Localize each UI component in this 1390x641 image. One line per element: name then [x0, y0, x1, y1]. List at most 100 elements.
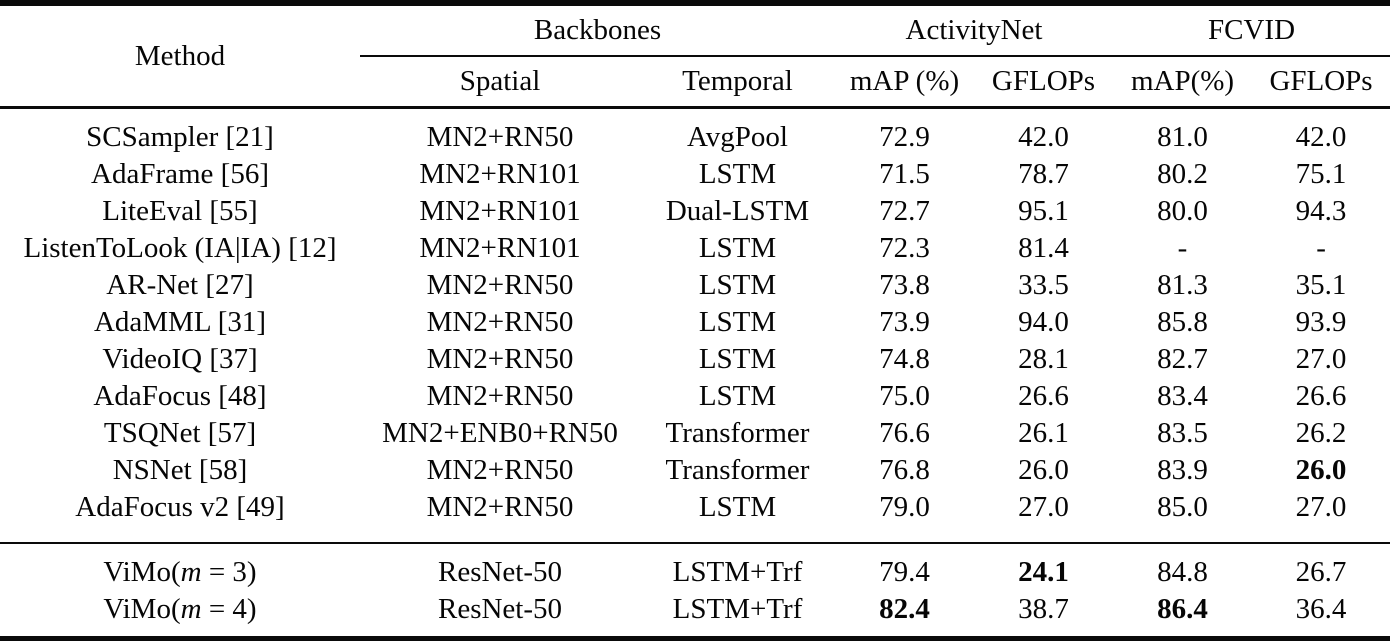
activitynet-gflops-cell: 38.7	[1018, 593, 1069, 625]
activitynet-map-cell: 79.4	[879, 556, 930, 588]
activitynet-gflops-cell: 78.7	[1018, 158, 1069, 190]
method-cell: AdaFocus [48]	[93, 380, 267, 412]
spatial-cell: MN2+RN50	[426, 121, 574, 153]
activitynet-map-cell: 71.5	[879, 158, 930, 190]
spatial-subheader: Spatial	[360, 56, 640, 109]
temporal-cell: LSTM+Trf	[672, 593, 803, 625]
fcvid-map-subheader: mAP(%)	[1113, 56, 1253, 109]
temporal-cell: LSTM	[698, 343, 777, 375]
fcvid-map-cell: 83.9	[1157, 454, 1208, 486]
temporal-subheader: Temporal	[640, 56, 835, 109]
method-cell: AdaMML [31]	[93, 306, 267, 338]
fcvid-map-cell: 86.4	[1157, 593, 1208, 625]
activitynet-map-cell: 75.0	[879, 380, 930, 412]
temporal-cell: LSTM	[698, 158, 777, 190]
fcvid-gflops-cell: 42.0	[1295, 121, 1347, 153]
spatial-cell: MN2+RN50	[426, 343, 574, 375]
header-group-row: Method Backbones ActivityNet FCVID	[0, 3, 1390, 109]
activitynet-map-cell: 74.8	[879, 343, 930, 375]
activitynet-gflops-cell: 24.1	[1018, 556, 1069, 588]
method-text: ViMo(	[103, 593, 181, 625]
fcvid-map-cell: -	[1177, 232, 1188, 264]
method-text: = 4)	[201, 593, 257, 625]
table-row: ViMo(m = 4) ResNet-50 LSTM+Trf 82.4 38.7…	[0, 591, 1390, 639]
fcvid-gflops-cell: 26.6	[1295, 380, 1347, 412]
fcvid-map-cell: 85.8	[1157, 306, 1208, 338]
activitynet-header: ActivityNet	[835, 3, 1114, 57]
spatial-cell: MN2+RN101	[419, 158, 581, 190]
spatial-cell: MN2+RN50	[426, 306, 574, 338]
activitynet-map-cell: 76.6	[879, 417, 930, 449]
method-header: Method	[0, 3, 360, 109]
method-cell: VideoIQ [37]	[102, 343, 258, 375]
fcvid-gflops-subheader: GFLOPs	[1252, 56, 1390, 109]
activitynet-map-cell: 76.8	[879, 454, 930, 486]
fcvid-gflops-cell: 93.9	[1295, 306, 1347, 338]
backbones-header: Backbones	[360, 3, 835, 57]
temporal-cell: Transformer	[665, 417, 810, 449]
spatial-cell: MN2+RN50	[426, 380, 574, 412]
method-cell: LiteEval [55]	[102, 195, 258, 227]
method-text: = 3)	[201, 556, 257, 588]
fcvid-map-cell: 82.7	[1157, 343, 1208, 375]
spatial-cell: ResNet-50	[437, 593, 563, 625]
temporal-cell: LSTM+Trf	[672, 556, 803, 588]
activitynet-gflops-cell: 26.6	[1018, 380, 1069, 412]
fcvid-gflops-cell: 36.4	[1295, 593, 1347, 625]
method-cell: AdaFocus v2 [49]	[0, 489, 360, 544]
table-row: AdaMML [31] MN2+RN50 LSTM 73.9 94.0 85.8…	[0, 304, 1390, 341]
method-cell: TSQNet [57]	[103, 417, 257, 449]
table-row: TSQNet [57] MN2+ENB0+RN50 Transformer 76…	[0, 415, 1390, 452]
temporal-cell: LSTM	[698, 306, 777, 338]
method-cell: SCSampler [21]	[86, 121, 274, 153]
temporal-cell: LSTM	[640, 489, 835, 544]
table-row: AdaFocus [48] MN2+RN50 LSTM 75.0 26.6 83…	[0, 378, 1390, 415]
baselines-section: SCSampler [21] MN2+RN50 AvgPool 72.9 42.…	[0, 108, 1390, 544]
fcvid-gflops-cell: 26.7	[1295, 556, 1347, 588]
fcvid-header: FCVID	[1113, 3, 1390, 57]
table-row: AR-Net [27] MN2+RN50 LSTM 73.8 33.5 81.3…	[0, 267, 1390, 304]
spatial-cell: MN2+RN50	[426, 454, 574, 486]
activitynet-map-cell: 82.4	[879, 593, 930, 625]
spatial-cell: ResNet-50	[437, 556, 563, 588]
math-var-m: m	[180, 556, 202, 588]
activitynet-map-cell: 72.9	[879, 121, 930, 153]
method-cell: NSNet [58]	[112, 454, 248, 486]
fcvid-map-cell: 84.8	[1157, 556, 1208, 588]
activitynet-gflops-cell: 42.0	[1018, 121, 1069, 153]
temporal-cell: Transformer	[665, 454, 810, 486]
activitynet-map-cell: 73.8	[879, 269, 930, 301]
fcvid-map-cell: 80.2	[1157, 158, 1208, 190]
spatial-cell: MN2+RN50	[360, 489, 640, 544]
method-cell: ViMo(m = 4)	[0, 591, 360, 639]
activitynet-gflops-cell: 33.5	[1018, 269, 1069, 301]
activitynet-gflops-cell: 27.0	[974, 489, 1114, 544]
table-row: ListenToLook (IA|IA) [12] MN2+RN101 LSTM…	[0, 230, 1390, 267]
fcvid-map-cell: 80.0	[1157, 195, 1208, 227]
fcvid-gflops-cell: 27.0	[1252, 489, 1390, 544]
activitynet-gflops-cell: 26.1	[1018, 417, 1069, 449]
table-row: LiteEval [55] MN2+RN101 Dual-LSTM 72.7 9…	[0, 193, 1390, 230]
activitynet-gflops-cell: 26.0	[1018, 454, 1069, 486]
vimo-section: ViMo( m = 3) ResNet-50 LSTM+Trf 79.4 24.1…	[0, 543, 1390, 639]
table-row: ViMo(m = 3) ResNet-50 LSTM+Trf 79.4 24.1…	[0, 543, 1390, 591]
table-row: SCSampler [21] MN2+RN50 AvgPool 72.9 42.…	[0, 108, 1390, 157]
temporal-cell: LSTM	[698, 232, 777, 264]
activitynet-gflops-cell: 94.0	[1018, 306, 1069, 338]
fcvid-gflops-cell: 26.2	[1295, 417, 1347, 449]
fcvid-map-cell: 81.3	[1157, 269, 1208, 301]
activitynet-map-cell: 72.7	[879, 195, 930, 227]
method-cell: AdaFrame [56]	[91, 158, 269, 190]
table-row: AdaFrame [56] MN2+RN101 LSTM 71.5 78.7 8…	[0, 156, 1390, 193]
fcvid-map-cell: 85.0	[1113, 489, 1253, 544]
fcvid-map-cell: 83.5	[1157, 417, 1208, 449]
fcvid-gflops-cell: 75.1	[1295, 158, 1347, 190]
fcvid-map-cell: 83.4	[1157, 380, 1208, 412]
method-cell: AR-Net [27]	[106, 269, 254, 301]
activitynet-gflops-cell: 95.1	[1018, 195, 1069, 227]
spatial-cell: MN2+RN101	[419, 195, 581, 227]
activitynet-gflops-cell: 81.4	[1018, 232, 1069, 264]
activitynet-map-cell: 73.9	[879, 306, 930, 338]
